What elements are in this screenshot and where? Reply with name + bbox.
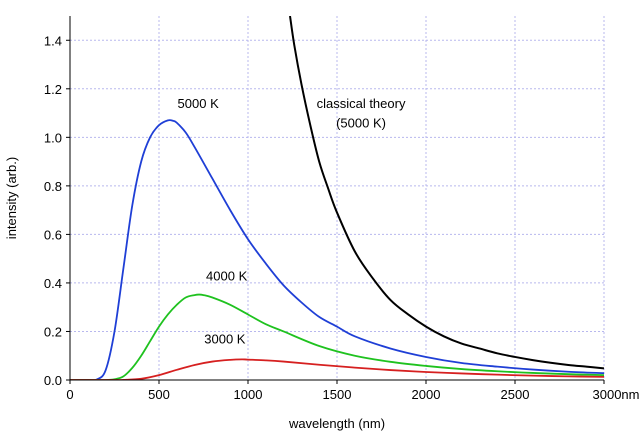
x-tick-label: 500 [148, 387, 170, 402]
y-tick-label: 0.6 [44, 227, 62, 242]
x-tick-label: 2500 [501, 387, 530, 402]
series-layer [70, 16, 604, 380]
y-tick-label: 1.2 [44, 82, 62, 97]
grid [70, 16, 605, 380]
y-tick-label: 1.0 [44, 130, 62, 145]
annotation-5000-k: 5000 K [178, 96, 220, 111]
series-5000-k-line [70, 119, 604, 380]
y-tick-label: 0.8 [44, 179, 62, 194]
y-tick-label: 0.4 [44, 276, 62, 291]
y-axis-label: intensity (arb.) [4, 157, 19, 239]
x-tick-label: 3000nm [593, 387, 640, 402]
ticks: 0 500 1000 1500 2000 2500 3000nm 0.0 0.2 0.4 0.6 0.… [44, 33, 640, 402]
x-tick-label: 2000 [412, 387, 441, 402]
annotation-classical-1: classical theory [317, 96, 406, 111]
series-classical-line [289, 16, 604, 370]
x-tick-label: 1000 [234, 387, 263, 402]
annotation-3000-k: 3000 K [204, 332, 246, 347]
y-tick-label: 1.4 [44, 33, 62, 48]
series-3000-k-line [70, 358, 604, 380]
y-tick-label: 0.0 [44, 373, 62, 388]
series-4000-k-line [70, 293, 604, 380]
annotation-classical-2: (5000 K) [336, 116, 386, 131]
annotations: 5000 K 4000 K 3000 K classical theory (5000 … [178, 96, 406, 346]
x-axis-label: wavelength (nm) [288, 416, 385, 431]
x-tick-label: 1500 [323, 387, 352, 402]
y-tick-label: 0.2 [44, 324, 62, 339]
x-tick-label: 0 [66, 387, 73, 402]
annotation-4000-k: 4000 K [206, 269, 248, 284]
